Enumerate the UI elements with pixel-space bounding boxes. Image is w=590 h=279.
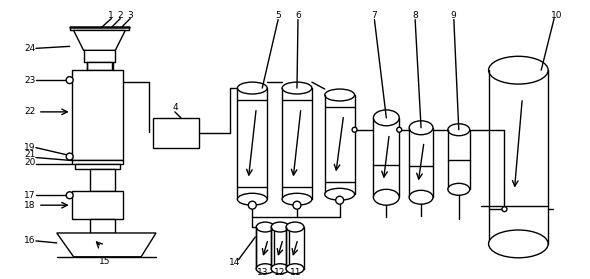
Bar bbox=[90, 219, 115, 233]
Text: 13: 13 bbox=[257, 268, 269, 277]
Ellipse shape bbox=[448, 183, 470, 195]
Text: 3: 3 bbox=[127, 11, 133, 20]
Ellipse shape bbox=[271, 264, 289, 274]
Text: 11: 11 bbox=[290, 268, 301, 277]
Text: 21: 21 bbox=[24, 150, 35, 159]
Text: 1: 1 bbox=[109, 11, 114, 20]
Text: 9: 9 bbox=[451, 11, 457, 20]
Ellipse shape bbox=[237, 82, 267, 94]
Bar bbox=[71, 70, 123, 160]
Text: 23: 23 bbox=[24, 76, 35, 85]
Ellipse shape bbox=[448, 124, 470, 136]
Ellipse shape bbox=[409, 190, 433, 204]
Ellipse shape bbox=[489, 56, 548, 84]
Text: 10: 10 bbox=[551, 11, 563, 20]
Text: 20: 20 bbox=[24, 158, 35, 167]
Text: 16: 16 bbox=[24, 236, 35, 246]
Text: 12: 12 bbox=[274, 268, 286, 277]
Circle shape bbox=[336, 196, 343, 204]
Ellipse shape bbox=[373, 110, 399, 126]
Bar bbox=[153, 118, 199, 148]
Circle shape bbox=[248, 201, 256, 209]
Text: 19: 19 bbox=[24, 143, 35, 152]
Text: 2: 2 bbox=[117, 11, 123, 20]
Ellipse shape bbox=[324, 89, 355, 101]
Text: 17: 17 bbox=[24, 191, 35, 200]
Ellipse shape bbox=[409, 121, 433, 135]
Circle shape bbox=[352, 127, 357, 132]
Polygon shape bbox=[74, 30, 125, 50]
Ellipse shape bbox=[271, 222, 289, 232]
Circle shape bbox=[502, 207, 507, 212]
Text: 7: 7 bbox=[372, 11, 377, 20]
Ellipse shape bbox=[373, 189, 399, 205]
Text: 8: 8 bbox=[412, 11, 418, 20]
Circle shape bbox=[66, 192, 73, 199]
Circle shape bbox=[293, 201, 301, 209]
Text: 24: 24 bbox=[24, 44, 35, 53]
Bar bbox=[90, 169, 115, 191]
Text: 14: 14 bbox=[228, 258, 240, 267]
Text: 15: 15 bbox=[100, 257, 111, 266]
Ellipse shape bbox=[282, 193, 312, 205]
Bar bbox=[87, 62, 112, 70]
Circle shape bbox=[66, 153, 73, 160]
Bar bbox=[71, 160, 123, 165]
Ellipse shape bbox=[286, 264, 304, 274]
Text: 4: 4 bbox=[173, 104, 179, 112]
Ellipse shape bbox=[282, 82, 312, 94]
Ellipse shape bbox=[489, 230, 548, 258]
Ellipse shape bbox=[256, 222, 274, 232]
Bar bbox=[71, 191, 123, 219]
Polygon shape bbox=[57, 233, 156, 257]
Text: 5: 5 bbox=[275, 11, 281, 20]
Text: 18: 18 bbox=[24, 201, 35, 210]
Text: 22: 22 bbox=[24, 107, 35, 116]
Ellipse shape bbox=[286, 222, 304, 232]
Ellipse shape bbox=[237, 193, 267, 205]
Bar bbox=[74, 165, 120, 169]
Ellipse shape bbox=[256, 264, 274, 274]
Ellipse shape bbox=[324, 188, 355, 200]
Circle shape bbox=[66, 77, 73, 84]
Text: 6: 6 bbox=[295, 11, 301, 20]
Circle shape bbox=[396, 127, 402, 132]
